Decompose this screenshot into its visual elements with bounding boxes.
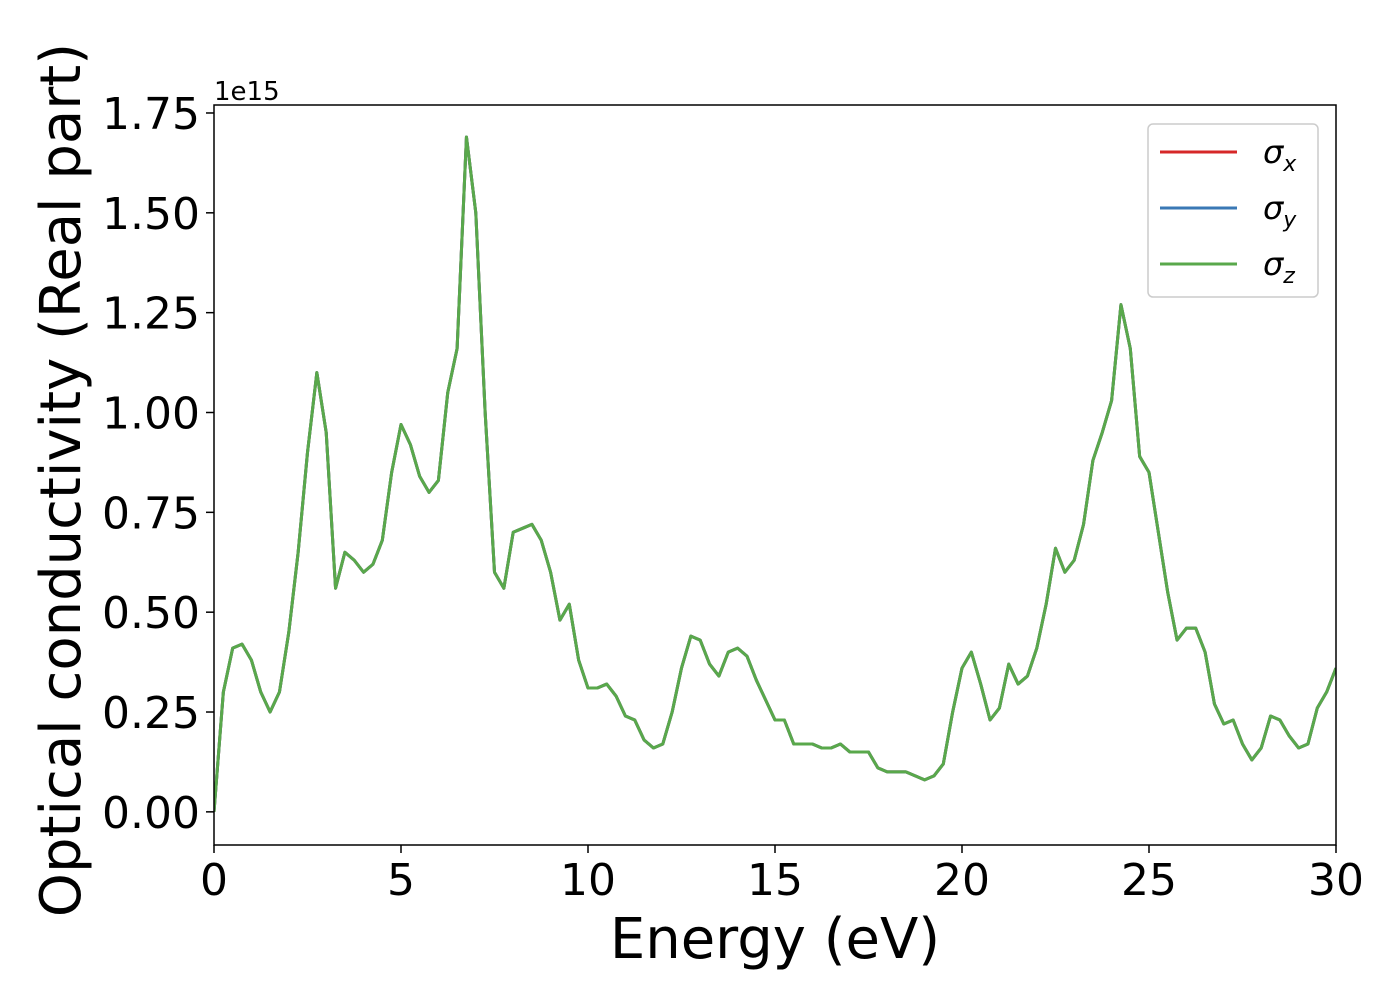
y-tick-label: 0.25	[102, 688, 200, 739]
x-tick-label: 10	[560, 855, 616, 906]
y-tick-label: 1.00	[102, 389, 200, 440]
legend-label: σz	[1263, 245, 1295, 289]
series-line	[214, 135, 1336, 812]
legend-box	[1147, 123, 1319, 298]
x-tick-label: 15	[747, 855, 803, 906]
x-tick-label: 5	[387, 855, 415, 906]
y-tick-label: 1.50	[102, 189, 200, 240]
y-tick-label: 0.75	[102, 488, 200, 539]
plot-frame	[213, 104, 1337, 846]
legend-label: σx	[1263, 133, 1297, 177]
y-tick-label: 0.00	[102, 788, 200, 839]
y-axis-label: Optical conductivity (Real part)	[29, 43, 94, 917]
x-axis-label: Energy (eV)	[610, 907, 940, 972]
x-tick-label: 20	[934, 855, 990, 906]
x-tick-label: 30	[1308, 855, 1364, 906]
x-tick-label: 25	[1121, 855, 1177, 906]
y-tick-label: 1.75	[102, 89, 200, 140]
y-tick-label: 0.50	[102, 588, 200, 639]
x-tick-label: 0	[200, 855, 228, 906]
legend-label: σy	[1263, 189, 1297, 233]
y-tick-label: 1.25	[102, 289, 200, 340]
offset-label: 1e15	[214, 77, 280, 107]
